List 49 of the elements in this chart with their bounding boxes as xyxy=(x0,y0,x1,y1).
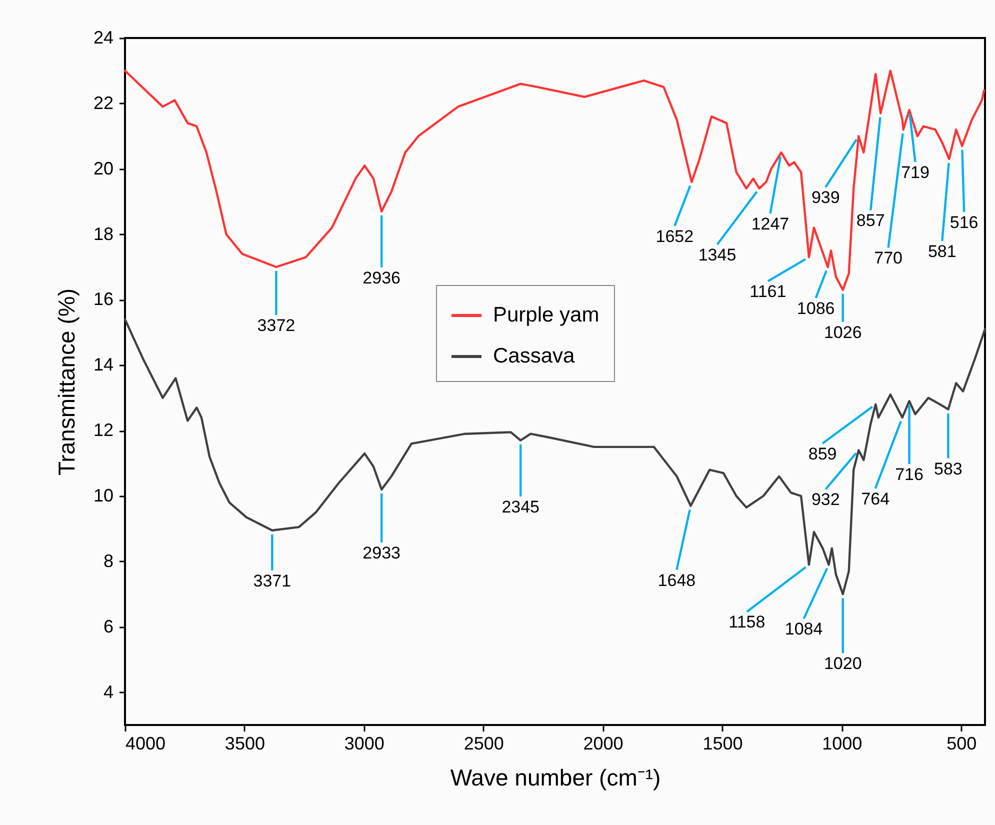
x-axis-title: Wave number (cm⁻¹) xyxy=(450,764,661,790)
annotation: 764 xyxy=(861,489,890,508)
annotation: 719 xyxy=(901,162,930,182)
annotation: 1652 xyxy=(656,226,694,246)
annotation: 932 xyxy=(811,490,840,510)
legend-label: Cassava xyxy=(493,344,576,368)
x-tick-label: 2500 xyxy=(464,734,504,754)
y-axis-title: Transmittance (%) xyxy=(53,288,80,476)
annotation: 716 xyxy=(895,465,924,484)
annotation: 770 xyxy=(874,248,902,268)
annotation: 581 xyxy=(928,242,956,262)
annotation: 2345 xyxy=(502,497,540,516)
annotation: 859 xyxy=(808,444,837,464)
annotation: 1247 xyxy=(751,214,790,234)
annotation: 1345 xyxy=(698,245,736,264)
y-tick-label: 8 xyxy=(103,550,114,571)
x-tick-label: 1500 xyxy=(702,734,743,754)
x-tick-label: 4000 xyxy=(126,734,166,754)
y-tick-label: 14 xyxy=(93,354,114,375)
annotation: 1026 xyxy=(824,322,862,342)
annotation: 583 xyxy=(934,459,962,478)
annotation: 1084 xyxy=(784,620,823,639)
y-tick-label: 10 xyxy=(93,486,114,506)
y-tick-label: 16 xyxy=(93,289,114,310)
annotation: 3371 xyxy=(253,571,292,590)
x-tick-label: 500 xyxy=(946,734,977,754)
annotation: 1161 xyxy=(750,282,786,302)
y-tick-label: 22 xyxy=(93,92,114,113)
x-tick-label: 1000 xyxy=(822,734,862,754)
legend-label: Purple yam xyxy=(493,304,600,326)
annotation: 1086 xyxy=(796,299,835,318)
x-tick-label: 3500 xyxy=(224,734,265,754)
annotation: 1020 xyxy=(824,654,862,674)
y-tick-label: 18 xyxy=(93,224,114,244)
annotation: 3372 xyxy=(257,316,296,335)
annotation: 1648 xyxy=(658,570,696,590)
y-tick-label: 4 xyxy=(103,682,114,702)
y-tick-label: 12 xyxy=(93,420,114,440)
annotation: 1158 xyxy=(728,612,766,632)
y-tick-label: 6 xyxy=(103,616,114,636)
annotation: 516 xyxy=(950,212,978,232)
x-tick-label: 2000 xyxy=(583,734,624,754)
x-tick-label: 3000 xyxy=(344,734,384,754)
annotation: 2933 xyxy=(362,543,400,562)
y-tick-label: 20 xyxy=(93,158,114,178)
annotation: 857 xyxy=(856,211,885,230)
y-tick-label: 24 xyxy=(93,28,114,48)
annotation: 939 xyxy=(811,188,840,208)
annotation: 2936 xyxy=(362,268,400,288)
